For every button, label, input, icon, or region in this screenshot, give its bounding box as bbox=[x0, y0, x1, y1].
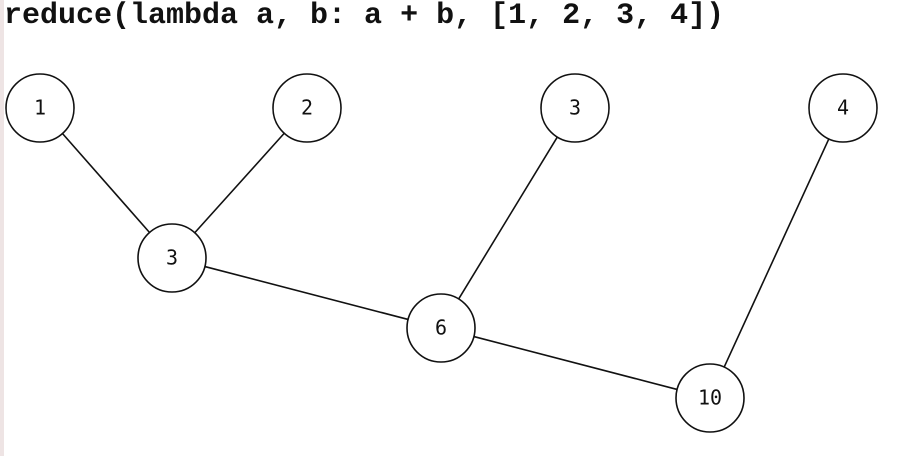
edge-leaf4-sum10 bbox=[723, 138, 830, 368]
node-leaf3: 3 bbox=[540, 73, 610, 143]
node-circle bbox=[808, 73, 878, 143]
node-label: 3 bbox=[166, 246, 178, 270]
node-circle bbox=[675, 363, 745, 433]
node-circle bbox=[272, 73, 342, 143]
node-circle bbox=[5, 73, 75, 143]
node-label: 3 bbox=[569, 96, 581, 120]
edge-sum6-sum10 bbox=[473, 335, 678, 391]
node-circle bbox=[540, 73, 610, 143]
edge-leaf1-sum3 bbox=[61, 132, 151, 234]
node-label: 4 bbox=[837, 96, 849, 120]
node-label: 6 bbox=[435, 316, 447, 340]
node-leaf2: 2 bbox=[272, 73, 342, 143]
edge-sum3-sum6 bbox=[204, 265, 409, 321]
node-label: 1 bbox=[34, 96, 46, 120]
left-edge-strip bbox=[0, 0, 4, 456]
edges-group bbox=[61, 132, 830, 391]
node-sum3: 3 bbox=[137, 223, 207, 293]
node-leaf1: 1 bbox=[5, 73, 75, 143]
code-title: reduce(lambda a, b: a + b, [1, 2, 3, 4]) bbox=[4, 0, 725, 33]
node-circle bbox=[406, 293, 476, 363]
node-leaf4: 4 bbox=[808, 73, 878, 143]
node-label: 2 bbox=[301, 96, 313, 120]
nodes-group: 1 2 3 4 3 6 10 bbox=[5, 73, 878, 433]
node-sum10: 10 bbox=[675, 363, 745, 433]
node-sum6: 6 bbox=[406, 293, 476, 363]
node-label: 10 bbox=[698, 386, 722, 410]
edge-leaf3-sum6 bbox=[458, 136, 558, 300]
edge-leaf2-sum3 bbox=[194, 132, 285, 234]
node-circle bbox=[137, 223, 207, 293]
